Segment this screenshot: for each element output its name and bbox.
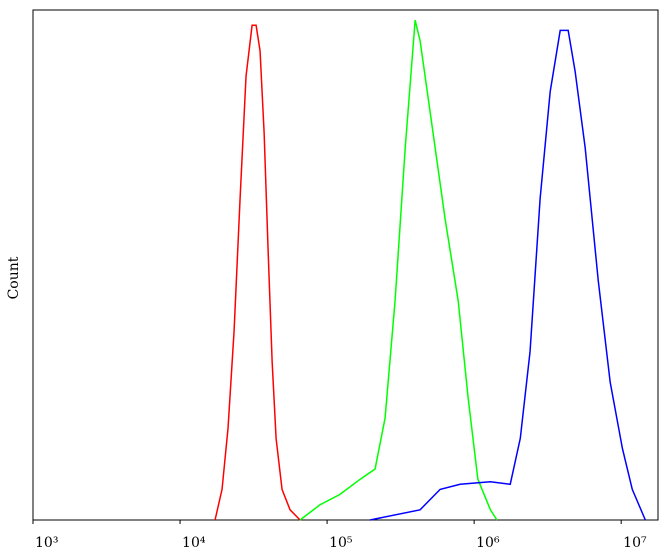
x-tick-label: 10⁴ <box>182 535 206 551</box>
x-tick-label: 10⁵ <box>329 535 353 551</box>
plot-frame <box>32 9 659 521</box>
histogram-line <box>369 29 647 521</box>
histogram-line <box>299 20 498 521</box>
x-tick-label: 10⁷ <box>623 535 647 551</box>
y-axis-label: Count <box>6 256 22 299</box>
histogram-line <box>214 24 301 521</box>
x-tick-label: 10³ <box>35 535 58 551</box>
x-tick-label: 10⁶ <box>476 535 500 551</box>
